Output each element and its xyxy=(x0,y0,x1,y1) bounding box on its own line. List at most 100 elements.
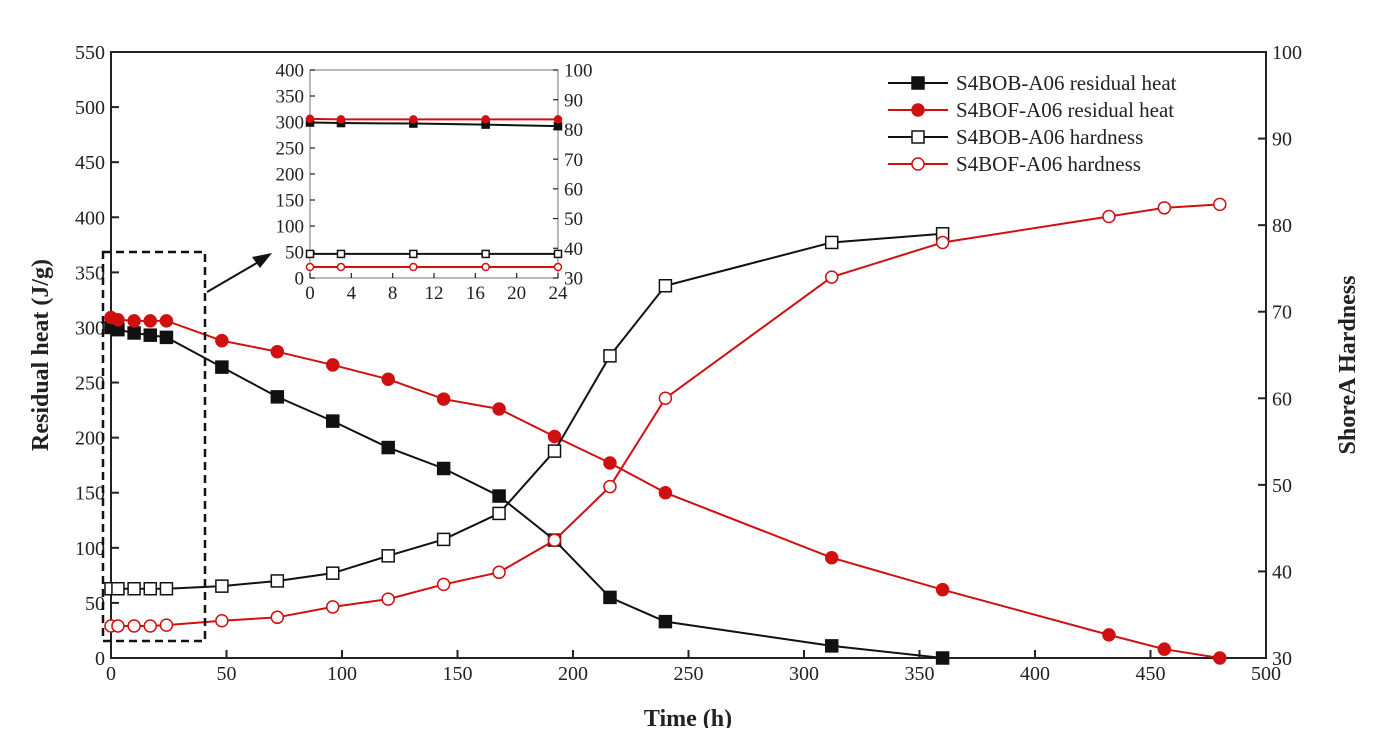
y2-tick-label: 70 xyxy=(1272,302,1292,324)
data-point xyxy=(159,330,174,345)
data-point xyxy=(409,115,418,124)
data-point xyxy=(1102,628,1116,642)
plot-frame xyxy=(309,69,559,279)
data-point xyxy=(111,619,125,633)
y-tick-label: 350 xyxy=(75,262,105,284)
data-point xyxy=(492,506,506,521)
x-tick-label: 0 xyxy=(106,663,116,685)
data-point xyxy=(143,619,158,633)
data-point xyxy=(1213,651,1227,665)
legend-label: S4BOB-A06 hardness xyxy=(956,125,1143,149)
data-point xyxy=(547,444,562,458)
y2-tick-label: 90 xyxy=(1272,129,1292,151)
data-point xyxy=(658,485,673,500)
data-point xyxy=(824,550,839,565)
y-tick-label: 250 xyxy=(75,373,105,395)
data-point xyxy=(824,639,839,653)
y2-tick-label: 50 xyxy=(564,209,583,230)
x-tick-label: 500 xyxy=(1251,663,1281,685)
y-tick-label: 300 xyxy=(75,317,105,339)
data-point xyxy=(336,115,346,124)
data-point xyxy=(935,235,950,250)
x-tick-label: 450 xyxy=(1136,663,1166,685)
legend-marker xyxy=(911,103,925,117)
data-point xyxy=(381,372,395,386)
data-point xyxy=(409,262,418,272)
data-point xyxy=(481,249,490,259)
x-tick-label: 20 xyxy=(507,283,526,304)
y2-tick-label: 80 xyxy=(564,120,583,141)
data-point xyxy=(326,566,340,580)
y2-tick-label: 100 xyxy=(564,61,593,82)
data-point xyxy=(824,235,839,250)
x-tick-label: 350 xyxy=(905,663,935,685)
series-line-2 xyxy=(111,232,943,590)
data-point xyxy=(326,358,340,372)
x-tick-label: 8 xyxy=(388,283,398,304)
y-tick-label: 400 xyxy=(75,207,105,229)
series-line-3 xyxy=(111,203,1220,627)
data-point xyxy=(481,262,490,272)
x-tick-label: 300 xyxy=(789,663,819,685)
legend-marker xyxy=(911,130,925,144)
data-point xyxy=(492,565,506,580)
y2-tick-label: 100 xyxy=(1272,42,1302,64)
data-point xyxy=(270,610,285,625)
data-point xyxy=(215,360,229,374)
x-tick-label: 12 xyxy=(425,283,444,304)
data-point xyxy=(492,489,506,503)
legend-marker xyxy=(911,76,925,90)
data-point xyxy=(381,592,395,606)
y-tick-label: 50 xyxy=(285,243,304,264)
y2-tick-label: 40 xyxy=(564,239,583,260)
y-tick-label: 0 xyxy=(95,648,105,670)
x-axis-label: Time (h) xyxy=(644,706,732,728)
y-tick-label: 200 xyxy=(276,165,305,186)
y-axis-label: Residual heat (J/g) xyxy=(28,259,54,451)
data-point xyxy=(553,249,563,259)
x-tick-label: 16 xyxy=(466,283,485,304)
data-point xyxy=(215,614,229,628)
data-point xyxy=(553,115,563,124)
data-point xyxy=(143,581,158,596)
y2-tick-label: 60 xyxy=(1272,388,1292,410)
zoom-arrow-head xyxy=(252,253,272,268)
data-point xyxy=(1157,201,1172,215)
data-point xyxy=(603,590,617,605)
inset-plot: 0 4 8 12 16 20 2405010015020025030035040030405… xyxy=(276,61,593,304)
data-point xyxy=(481,115,490,124)
data-point xyxy=(127,581,141,596)
zoom-region-box xyxy=(101,250,207,643)
data-point xyxy=(326,414,340,428)
data-point xyxy=(409,249,418,259)
y2-tick-label: 40 xyxy=(1272,561,1292,583)
data-point xyxy=(111,581,125,596)
data-point xyxy=(336,249,346,259)
data-point xyxy=(305,262,315,272)
data-point xyxy=(553,262,563,272)
series-line-0 xyxy=(110,326,943,659)
y-tick-label: 350 xyxy=(276,87,305,108)
data-point xyxy=(127,314,141,328)
y-tick-label: 150 xyxy=(75,483,105,505)
data-point xyxy=(381,549,395,563)
series-line-1 xyxy=(309,117,558,121)
data-point xyxy=(111,312,125,327)
data-point xyxy=(603,349,617,363)
y2-tick-label: 50 xyxy=(1272,475,1292,497)
y-tick-label: 100 xyxy=(276,217,305,238)
y-tick-label: 200 xyxy=(75,428,105,450)
data-point xyxy=(547,533,562,548)
x-tick-label: 100 xyxy=(327,663,357,685)
data-point xyxy=(305,114,315,124)
data-point xyxy=(305,249,315,259)
data-point xyxy=(935,582,950,597)
x-tick-label: 0 xyxy=(305,283,315,304)
data-point xyxy=(658,391,673,406)
series-line-0 xyxy=(309,121,559,128)
y-tick-label: 150 xyxy=(276,191,305,212)
y-tick-label: 550 xyxy=(75,42,105,64)
y-tick-label: 50 xyxy=(85,593,105,615)
x-tick-label: 4 xyxy=(347,283,357,304)
y2-tick-label: 80 xyxy=(1272,215,1292,237)
